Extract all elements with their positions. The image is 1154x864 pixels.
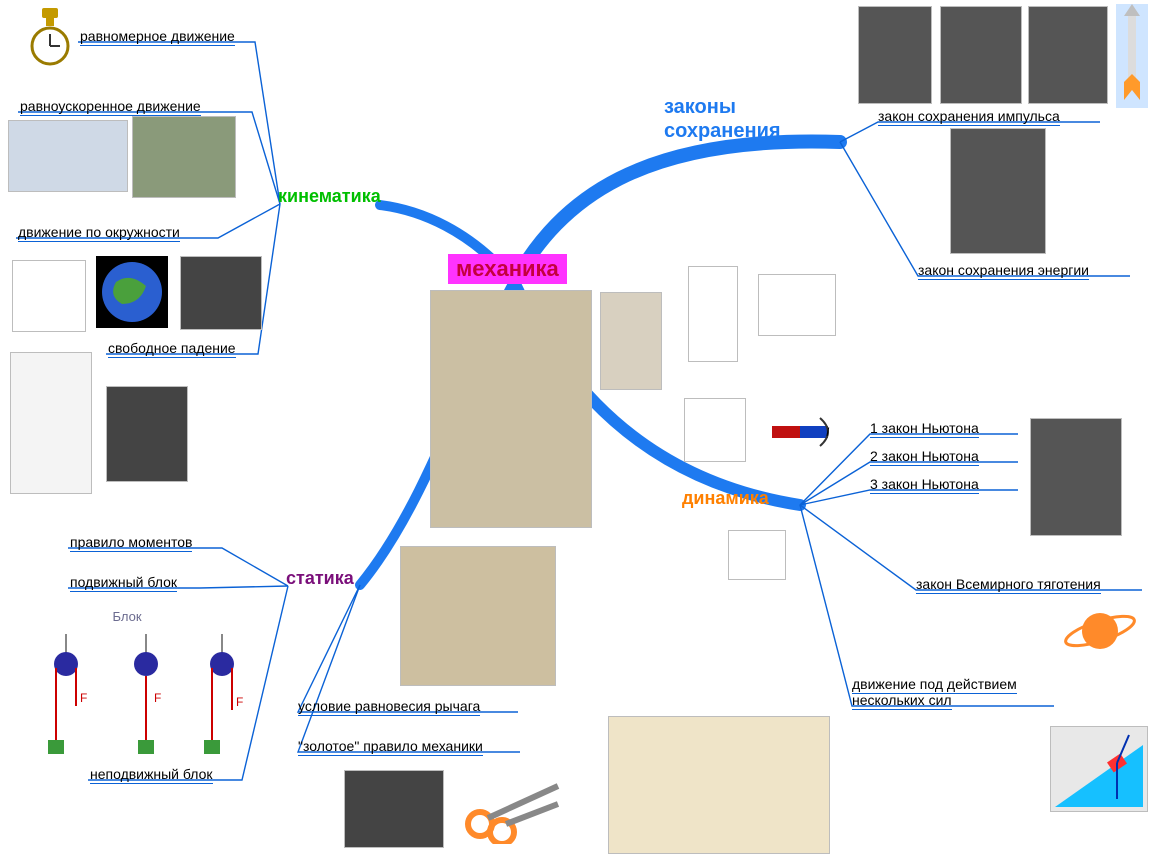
image-student1 — [600, 292, 662, 390]
branch-dinamika: динамика — [682, 488, 769, 509]
image-machines — [608, 716, 830, 854]
svg-text:I: I — [826, 425, 830, 439]
image-newton — [1030, 418, 1122, 536]
kinematika-leaf-3-text: свободное падение — [108, 340, 236, 358]
image-pisa — [10, 352, 92, 494]
zakony-leaf-1: закон сохранения энергии — [918, 262, 1089, 278]
dinamika-leaf-0: 1 закон Ньютона — [870, 420, 979, 436]
image-buoyancy — [684, 398, 746, 462]
statika-leaf-1: подвижный блок — [70, 574, 177, 590]
image-joule — [950, 128, 1046, 254]
statika-leaf-2: неподвижный блок — [90, 766, 213, 782]
statika-leaf-0-text: правило моментов — [70, 534, 192, 552]
image-airplane — [8, 120, 128, 192]
image-excavator — [344, 770, 444, 848]
zakony-leaf-0: закон сохранения импульса — [878, 108, 1060, 124]
statika-leaf-3-text: условие равновесия рычага — [298, 698, 480, 716]
image-scientist2 — [940, 6, 1022, 104]
image-teacher-main — [430, 290, 592, 528]
statika-leaf-0: правило моментов — [70, 534, 192, 550]
image-circle-diag — [12, 260, 86, 332]
dinamika-leaf-5: нескольких сил — [852, 692, 952, 708]
zakony-leaf-1-text: закон сохранения энергии — [918, 262, 1089, 280]
image-scientist1 — [858, 6, 932, 104]
dinamika-leaf-3-text: закон Всемирного тяготения — [916, 576, 1101, 594]
dinamika-leaf-3: закон Всемирного тяготения — [916, 576, 1101, 592]
statika-leaf-2-text: неподвижный блок — [90, 766, 213, 784]
root-node: механика — [448, 254, 567, 284]
image-saturn — [1060, 600, 1140, 662]
branch-statika: статика — [286, 568, 354, 589]
image-pulleys: F F F — [26, 628, 266, 758]
dinamika-leaf-2-text: 3 закон Ньютона — [870, 476, 979, 494]
root-label: механика — [456, 256, 559, 281]
image-satellite — [180, 256, 262, 330]
kinematika-leaf-2-text: движение по окружности — [18, 224, 180, 242]
svg-text:F: F — [236, 695, 243, 709]
branch-zakony-1: законы — [664, 96, 736, 119]
image-clock — [26, 6, 74, 70]
kinematika-leaf-0-text: равномерное движение — [80, 28, 235, 46]
statika-leaf-3: условие равновесия рычага — [298, 698, 480, 714]
kinematika-leaf-0: равномерное движение — [80, 28, 235, 44]
dinamika-leaf-5-text: нескольких сил — [852, 692, 952, 710]
mindmap-stage: механика кинематика равномерное движение р… — [0, 0, 1154, 864]
dinamika-leaf-1-text: 2 закон Ньютона — [870, 448, 979, 466]
image-students2 — [400, 546, 556, 686]
kinematika-leaf-3: свободное падение — [108, 340, 236, 356]
statika-leaf-4-text: "золотое" правило механики — [298, 738, 483, 756]
branch-kinematika: кинематика — [278, 186, 381, 207]
image-car — [132, 116, 236, 198]
statika-leaf-1-text: подвижный блок — [70, 574, 177, 592]
statika-leaf-4: "золотое" правило механики — [298, 738, 483, 754]
image-galileo — [106, 386, 188, 482]
zakony-leaf-0-text: закон сохранения импульса — [878, 108, 1060, 126]
image-pulley-label: Блок — [102, 608, 152, 626]
kinematika-leaf-1-text: равноускоренное движение — [20, 98, 201, 116]
kinematika-leaf-1: равноускоренное движение — [20, 98, 201, 114]
svg-text:F: F — [154, 691, 161, 705]
image-spring-diag — [688, 266, 738, 362]
dinamika-leaf-0-text: 1 закон Ньютона — [870, 420, 979, 438]
dinamika-leaf-4: движение под действием — [852, 676, 1017, 692]
image-earth — [96, 256, 168, 328]
image-rocket — [1116, 4, 1148, 108]
dinamika-leaf-1: 2 закон Ньютона — [870, 448, 979, 464]
svg-text:F: F — [80, 691, 87, 705]
image-incline-diag — [758, 274, 836, 336]
image-magnet: I — [770, 414, 834, 450]
image-telescope — [728, 530, 786, 580]
image-cosmonaut — [1028, 6, 1108, 104]
image-incline2 — [1050, 726, 1148, 812]
dinamika-leaf-2: 3 закон Ньютона — [870, 476, 979, 492]
branch-zakony-2: сохранения — [664, 120, 781, 143]
image-scissors — [458, 774, 568, 844]
kinematika-leaf-2: движение по окружности — [18, 224, 180, 240]
